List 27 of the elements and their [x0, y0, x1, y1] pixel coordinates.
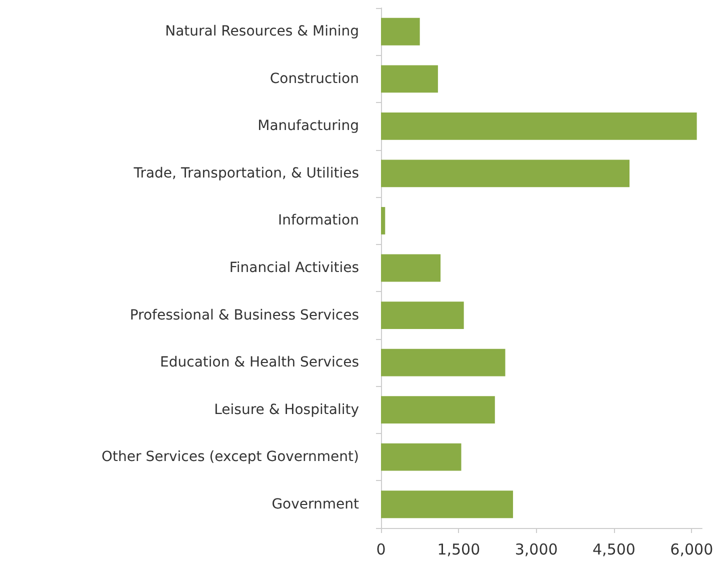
bar — [381, 348, 506, 376]
x-tick-label: 1,500 — [437, 540, 480, 558]
bar — [381, 112, 697, 140]
x-tick-label: 0 — [376, 540, 386, 558]
y-tick-label: Professional & Business Services — [130, 307, 359, 324]
bar — [381, 302, 464, 329]
bar — [381, 65, 438, 93]
y-tick-label: Education & Health Services — [160, 354, 359, 371]
bar — [381, 254, 441, 282]
y-tick-label: Trade, Transportation, & Utilities — [132, 165, 359, 182]
y-tick-label: Financial Activities — [229, 260, 359, 276]
y-tick-label: Manufacturing — [258, 118, 359, 134]
bar — [381, 490, 514, 518]
bar — [381, 396, 495, 424]
y-tick-label: Other Services (except Government) — [102, 449, 359, 466]
y-tick-label: Construction — [270, 70, 359, 87]
y-tick-label: Information — [278, 212, 359, 229]
x-tick-label: 4,500 — [592, 540, 636, 558]
bar — [381, 443, 462, 471]
x-tick-label: 6,000 — [670, 540, 714, 558]
bar — [381, 207, 386, 234]
bar — [381, 18, 420, 46]
bar — [381, 160, 630, 188]
y-tick-label: Leisure & Hospitality — [214, 402, 359, 418]
y-tick-label: Government — [272, 496, 360, 512]
y-tick-label: Natural Resources & Mining — [165, 24, 359, 40]
x-tick-label: 3,000 — [514, 540, 558, 558]
